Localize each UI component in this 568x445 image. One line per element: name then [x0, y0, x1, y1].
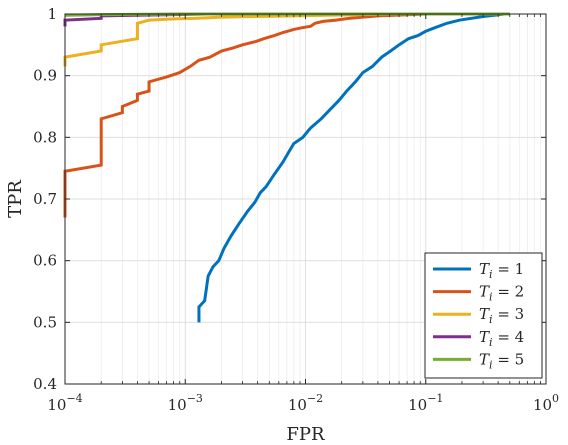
legend: Ti = 1Ti = 2Ti = 3Ti = 4Ti = 5: [424, 252, 543, 379]
x-tick-label: 10−4: [47, 392, 82, 414]
legend-label-5: Ti = 5: [479, 350, 524, 371]
y-tick-label: 0.7: [33, 190, 57, 208]
y-axis-label: TPR: [5, 180, 26, 218]
y-tick-label: 0.4: [33, 375, 57, 393]
y-tick-label: 0.5: [33, 313, 57, 331]
y-tick-label: 0.6: [33, 252, 57, 270]
tick-labels: 0.4 0.5 0.6 0.7 0.8 0.9 1 10−4 10−3 10−2 10−1 100: [33, 5, 559, 414]
legend-label-2: Ti = 2: [479, 283, 524, 304]
x-tick-label: 10−1: [408, 392, 443, 414]
legend-box: [424, 252, 543, 379]
y-tick-label: 1: [47, 5, 57, 23]
legend-label-4: Ti = 4: [479, 328, 524, 349]
y-tick-label: 0.8: [33, 128, 57, 146]
tick-marks: [64, 13, 547, 385]
legend-label-1: Ti = 1: [479, 260, 524, 281]
x-tick-label: 100: [533, 392, 559, 414]
legend-label-3: Ti = 3: [479, 305, 524, 326]
x-axis-label: FPR: [286, 424, 325, 445]
x-tick-label: 10−3: [168, 392, 203, 414]
y-tick-label: 0.9: [33, 67, 57, 85]
series-line-1: [197, 12, 510, 323]
x-tick-label: 10−2: [288, 392, 323, 414]
